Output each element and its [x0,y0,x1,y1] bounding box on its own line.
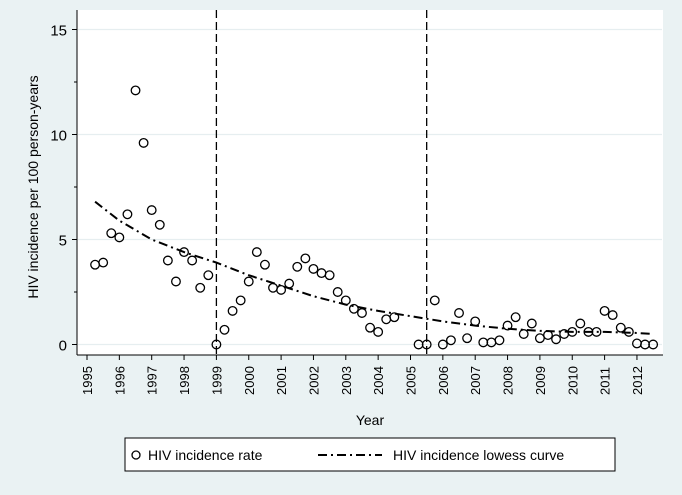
data-point [365,322,376,333]
x-tick-label: 1999 [209,366,224,395]
data-point [462,333,473,344]
x-tick-label: 2009 [533,366,548,395]
data-point [454,308,464,318]
data-point [373,326,384,337]
x-tick-label: 1995 [80,366,95,395]
data-point [502,320,513,331]
data-point [300,253,311,264]
x-tick-label: 2006 [436,366,451,395]
data-point [211,339,222,350]
data-point [243,276,254,287]
x-tick-label: 2012 [630,366,645,395]
data-point [276,284,287,295]
data-point [437,339,448,350]
x-tick-label: 2003 [339,366,354,395]
data-point [648,339,659,350]
y-tick-label: 15 [50,23,67,40]
data-point [122,209,133,220]
data-point [138,137,149,148]
data-point [98,257,109,268]
legend: HIV incidence rate HIV incidence lowess … [124,437,616,472]
data-point [340,295,351,306]
x-tick-label: 2001 [274,366,289,395]
data-point [470,316,481,327]
data-point [575,318,586,329]
data-point [324,270,335,281]
lowess-curve [94,200,654,335]
legend-label-lowess: HIV incidence lowess curve [393,447,564,463]
data-point [421,339,432,350]
data-point [179,247,190,258]
data-point [162,255,173,266]
y-axis-label: HIV incidence per 100 person-years [25,75,41,298]
data-point [292,261,303,272]
data-point [357,308,367,318]
data-point [227,305,238,316]
data-point [591,326,602,337]
data-point [130,85,141,96]
data-point [389,312,400,323]
x-tick-label: 1996 [112,366,127,395]
data-point [623,326,634,337]
data-point [284,278,295,289]
y-tick-label: 0 [59,338,67,355]
data-point [494,335,505,346]
data-point [615,322,626,333]
data-point [348,303,359,314]
y-tick-label: 10 [50,128,67,145]
x-tick-label: 2007 [468,366,483,395]
data-point [195,282,206,293]
x-tick-label: 2000 [242,366,257,395]
data-point [599,305,610,316]
x-tick-label: 2005 [404,366,419,395]
data-point [171,276,181,287]
data-point [332,287,343,297]
data-point [518,329,529,339]
data-point [187,255,198,266]
x-tick-label: 2010 [565,366,580,395]
plot-region [77,10,663,355]
x-tick-label: 1997 [145,366,160,395]
data-point [543,330,553,341]
data-point [114,232,125,243]
data-point [429,295,440,306]
legend-marker-circle-icon [131,450,141,460]
x-tick-label: 2008 [501,366,516,395]
data-point [567,326,578,337]
x-axis-label: Year [356,412,385,428]
x-tick-label: 2011 [598,367,613,395]
x-tick-label: 2002 [306,366,321,395]
data-point [235,295,246,306]
data-point [106,228,117,239]
data-point [510,312,521,323]
data-point [219,324,230,335]
data-point [308,263,319,274]
data-point [259,259,270,270]
y-tick-label: 5 [59,233,67,250]
x-tick-label: 2004 [371,366,386,395]
data-point [445,335,456,346]
data-point [251,247,262,258]
data-point [146,205,157,216]
data-point [551,334,562,345]
legend-label-rate: HIV incidence rate [148,447,263,463]
data-point [607,310,618,321]
x-tick-label: 1998 [177,366,192,395]
data-point [154,219,165,230]
data-point [203,270,214,281]
data-point [526,318,537,329]
